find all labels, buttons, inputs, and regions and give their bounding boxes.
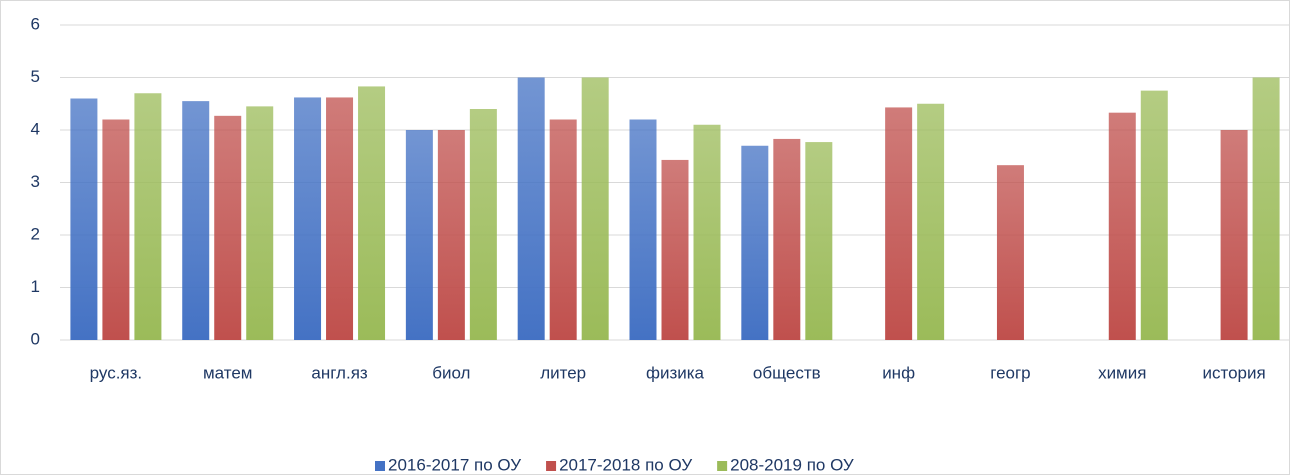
y-tick-label: 1 xyxy=(31,277,40,296)
x-tick-label: англ.яз xyxy=(311,363,368,382)
bar xyxy=(773,138,801,340)
x-tick-label: инф xyxy=(882,363,915,382)
bar xyxy=(246,106,274,340)
bar xyxy=(326,97,354,340)
x-tick-label: геогр xyxy=(990,363,1030,382)
x-tick-label: обществ xyxy=(753,363,821,382)
legend-marker xyxy=(546,461,557,471)
bar xyxy=(405,130,433,340)
bar xyxy=(629,119,657,340)
bar xyxy=(437,130,465,340)
bar xyxy=(1140,90,1168,340)
bar xyxy=(805,142,833,340)
bar xyxy=(358,86,386,340)
bar xyxy=(517,77,545,340)
bar xyxy=(581,77,609,340)
x-tick-label: физика xyxy=(646,363,705,382)
x-tick-label: история xyxy=(1202,363,1265,382)
legend-marker xyxy=(375,461,385,471)
legend-label: 208-2019 по ОУ xyxy=(730,455,854,474)
y-tick-label: 3 xyxy=(31,172,40,191)
bar xyxy=(134,93,162,340)
y-tick-label: 0 xyxy=(31,329,40,348)
y-tick-label: 6 xyxy=(31,14,40,33)
bar xyxy=(182,101,210,340)
bar xyxy=(741,145,769,340)
x-tick-label: литер xyxy=(540,363,586,382)
x-tick-label: рус.яз. xyxy=(90,363,143,382)
y-tick-label: 2 xyxy=(31,224,40,243)
bar xyxy=(1108,112,1136,340)
bar xyxy=(885,107,913,340)
legend-label: 2016-2017 по ОУ xyxy=(388,455,521,474)
bar xyxy=(214,115,242,340)
bar xyxy=(70,98,98,340)
bar xyxy=(917,103,945,340)
bar xyxy=(549,119,577,340)
x-tick-label: химия xyxy=(1098,363,1146,382)
y-tick-label: 5 xyxy=(31,67,40,86)
legend-marker xyxy=(717,461,728,471)
legend-label: 2017-2018 по ОУ xyxy=(559,455,692,474)
bar xyxy=(661,159,689,340)
bar xyxy=(469,109,497,340)
x-tick-label: матем xyxy=(203,363,253,382)
bar xyxy=(996,165,1024,340)
bar xyxy=(1252,77,1280,340)
bar xyxy=(102,119,130,340)
bar xyxy=(294,97,322,340)
x-tick-label: биол xyxy=(432,363,470,382)
bar xyxy=(693,124,721,340)
bar xyxy=(1220,130,1248,340)
y-tick-label: 4 xyxy=(31,119,40,138)
